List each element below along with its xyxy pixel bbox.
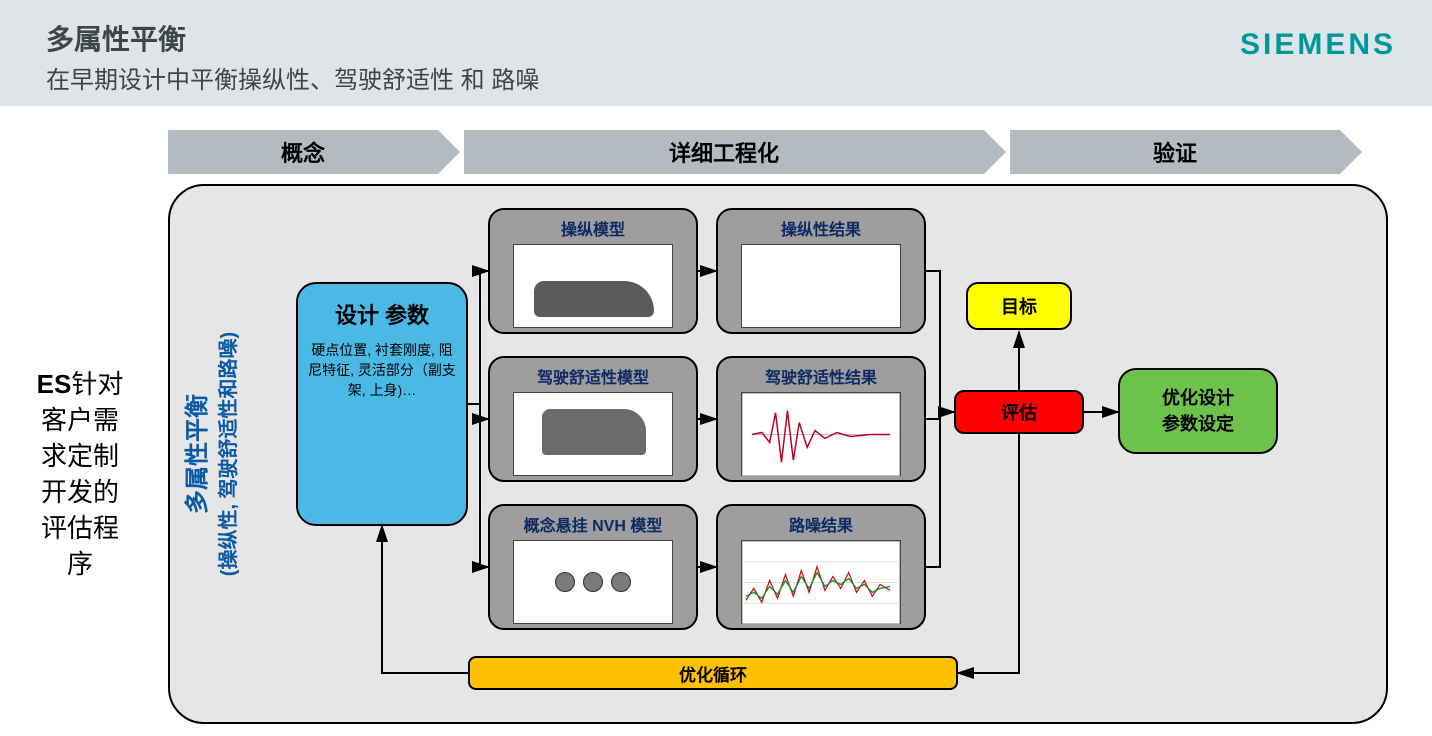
phase-row: 概念 详细工程化 验证: [168, 130, 1398, 174]
side-caption-l4: 评估程: [0, 510, 160, 546]
vertical-title-line1: 多属性平衡: [177, 332, 212, 576]
side-caption-l1: 客户需: [0, 402, 160, 438]
side-caption-l5: 序: [0, 546, 160, 582]
side-caption-es: ES: [37, 369, 72, 399]
node-ride-model: 驾驶舒适性模型: [488, 356, 698, 482]
node-evaluate: 评估: [954, 390, 1084, 434]
thumb-noise-result: [741, 540, 901, 624]
thumb-handling-model: [513, 244, 673, 328]
design-params-title: 设计 参数: [308, 298, 456, 330]
node-handling-model: 操纵模型: [488, 208, 698, 334]
side-caption-l2: 求定制: [0, 438, 160, 474]
node-nvh-model-title: 概念悬挂 NVH 模型: [490, 512, 696, 536]
node-optimize-line1: 优化设计: [1162, 385, 1234, 411]
vertical-title: 多属性平衡 (操纵性, 驾驶舒适性和路噪): [180, 200, 238, 708]
phase-detailed-eng: 详细工程化: [464, 130, 984, 174]
node-noise-result: 路噪结果: [716, 504, 926, 630]
node-target: 目标: [966, 282, 1072, 330]
node-ride-model-title: 驾驶舒适性模型: [490, 364, 696, 388]
siemens-logo: SIEMENS: [1240, 28, 1396, 62]
node-loop-bar: 优化循环: [468, 656, 958, 690]
node-optimize: 优化设计 参数设定: [1118, 368, 1278, 454]
side-caption-l0: 针对: [71, 369, 123, 399]
side-caption-l3: 开发的: [0, 474, 160, 510]
node-handling-result: 操纵性结果: [716, 208, 926, 334]
design-params-desc: 硬点位置, 衬套刚度, 阻尼特征, 灵活部分（副支架, 上身)…: [308, 340, 456, 400]
page-title: 多属性平衡: [46, 18, 1432, 58]
page-subtitle: 在早期设计中平衡操纵性、驾驶舒适性 和 路噪: [46, 60, 1432, 95]
node-ride-result-title: 驾驶舒适性结果: [718, 364, 924, 388]
vertical-title-line2: (操纵性, 驾驶舒适性和路噪): [212, 332, 241, 576]
thumb-handling-result: [741, 244, 901, 328]
node-optimize-line2: 参数设定: [1162, 411, 1234, 437]
design-params-node: 设计 参数 硬点位置, 衬套刚度, 阻尼特征, 灵活部分（副支架, 上身)…: [296, 282, 468, 526]
node-nvh-model: 概念悬挂 NVH 模型: [488, 504, 698, 630]
node-handling-model-title: 操纵模型: [490, 216, 696, 240]
node-noise-result-title: 路噪结果: [718, 512, 924, 536]
diagram-canvas: ES针对 客户需 求定制 开发的 评估程 序 概念 详细工程化 验证 多属性平衡…: [0, 106, 1432, 736]
thumb-nvh-model: [513, 540, 673, 624]
phase-concept: 概念: [168, 130, 438, 174]
thumb-ride-result: [741, 392, 901, 476]
thumb-ride-model: [513, 392, 673, 476]
side-caption: ES针对 客户需 求定制 开发的 评估程 序: [0, 348, 160, 600]
header: 多属性平衡 在早期设计中平衡操纵性、驾驶舒适性 和 路噪 SIEMENS: [0, 0, 1432, 106]
node-handling-result-title: 操纵性结果: [718, 216, 924, 240]
phase-validation: 验证: [1010, 130, 1340, 174]
node-ride-result: 驾驶舒适性结果: [716, 356, 926, 482]
